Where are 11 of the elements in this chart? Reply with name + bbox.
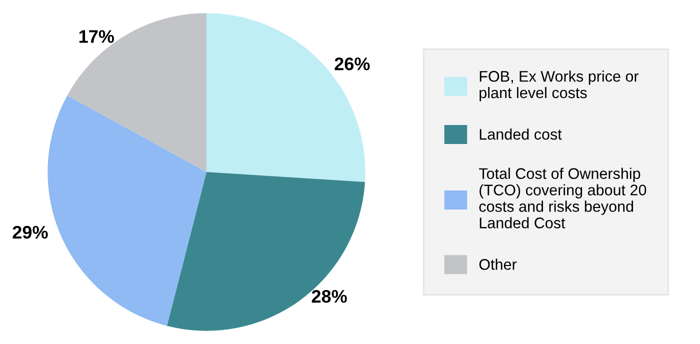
data-label: 17%	[79, 30, 114, 43]
pie-slice	[166, 172, 365, 331]
legend-label: Landed cost	[480, 128, 562, 140]
pie-slice	[48, 95, 206, 326]
data-label: 29%	[12, 226, 48, 239]
legend-label: FOB, Ex Works price or plant level costs	[480, 70, 639, 102]
data-label: 28%	[312, 290, 347, 303]
legend-label: Total Cost of Ownership (TCO) covering about 20 costs and risks beyond Landed Cost	[478, 168, 646, 228]
pie-slice	[67, 13, 206, 172]
legend-label: Other	[479, 258, 517, 270]
data-label: 26%	[334, 58, 370, 70]
